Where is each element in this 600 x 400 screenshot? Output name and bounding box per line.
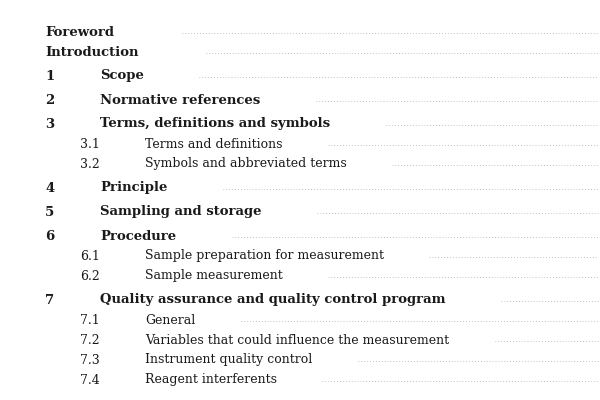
Text: Variables that could influence the measurement: Variables that could influence the measu… [145,334,449,346]
Text: Reagent interferents: Reagent interferents [145,374,277,386]
Text: 6: 6 [45,230,54,242]
Text: Foreword: Foreword [45,26,114,38]
Text: Terms and definitions: Terms and definitions [145,138,283,150]
Text: 7: 7 [45,294,54,306]
Text: 3.1: 3.1 [80,138,100,150]
Text: 7.3: 7.3 [80,354,100,366]
Text: Terms, definitions and symbols: Terms, definitions and symbols [100,118,330,130]
Text: Sampling and storage: Sampling and storage [100,206,262,218]
Text: 3: 3 [45,118,54,130]
Text: Quality assurance and quality control program: Quality assurance and quality control pr… [100,294,445,306]
Text: 3.2: 3.2 [80,158,100,170]
Text: 7.2: 7.2 [80,334,100,346]
Text: Procedure: Procedure [100,230,176,242]
Text: Instrument quality control: Instrument quality control [145,354,312,366]
Text: Sample measurement: Sample measurement [145,270,283,282]
Text: Introduction: Introduction [45,46,139,58]
Text: 4: 4 [45,182,54,194]
Text: 2: 2 [45,94,54,106]
Text: 1: 1 [45,70,54,82]
Text: Scope: Scope [100,70,144,82]
Text: Principle: Principle [100,182,167,194]
Text: 5: 5 [45,206,54,218]
Text: General: General [145,314,195,326]
Text: 6.2: 6.2 [80,270,100,282]
Text: 6.1: 6.1 [80,250,100,262]
Text: Symbols and abbreviated terms: Symbols and abbreviated terms [145,158,347,170]
Text: 7.1: 7.1 [80,314,100,326]
Text: Sample preparation for measurement: Sample preparation for measurement [145,250,384,262]
Text: 7.4: 7.4 [80,374,100,386]
Text: Normative references: Normative references [100,94,260,106]
